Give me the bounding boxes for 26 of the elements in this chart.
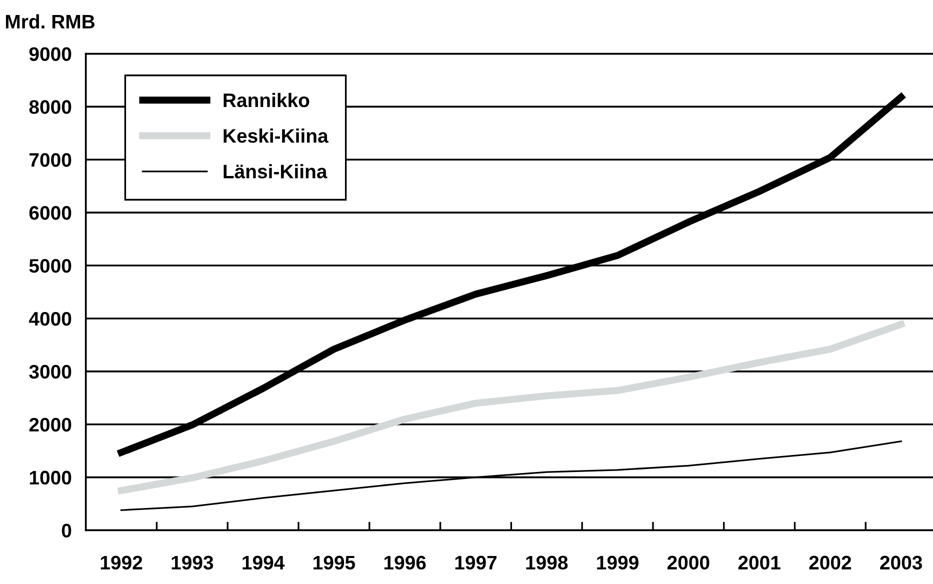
x-tick-label: 1993 xyxy=(172,556,214,570)
legend-label: Rannikko xyxy=(224,92,310,108)
y-tick-label: 4000 xyxy=(28,312,72,326)
y-tick-label: 9000 xyxy=(29,47,72,61)
x-tick-label: 1992 xyxy=(100,556,142,570)
x-tick-label: 1997 xyxy=(455,556,497,570)
y-tick-label: 6000 xyxy=(29,206,72,220)
x-tick-label: 1998 xyxy=(526,556,568,570)
y-tick-label: 1000 xyxy=(30,470,72,485)
y-tick-label: 5000 xyxy=(29,258,72,273)
y-tick-label: 0 xyxy=(62,524,72,538)
x-tick-label: 1999 xyxy=(597,556,638,570)
y-tick-label: 7000 xyxy=(30,153,72,167)
x-tick-label: 1994 xyxy=(242,556,285,570)
x-tick-label: 1996 xyxy=(384,556,426,570)
legend-label: Keski-Kiina xyxy=(224,128,328,143)
x-tick-label: 2001 xyxy=(738,556,780,570)
legend-label: Länsi-Kiina xyxy=(224,164,328,178)
x-tick-label: 2003 xyxy=(880,556,922,570)
y-tick-label: 8000 xyxy=(29,100,72,114)
y-tick-label: 3000 xyxy=(29,364,72,379)
x-tick-label: 2002 xyxy=(809,556,852,570)
y-axis-title: Mrd. RMB xyxy=(6,14,95,29)
x-tick-label: 2000 xyxy=(667,556,710,570)
x-tick-label: 1995 xyxy=(314,556,356,570)
y-tick-label: 2000 xyxy=(29,418,72,432)
